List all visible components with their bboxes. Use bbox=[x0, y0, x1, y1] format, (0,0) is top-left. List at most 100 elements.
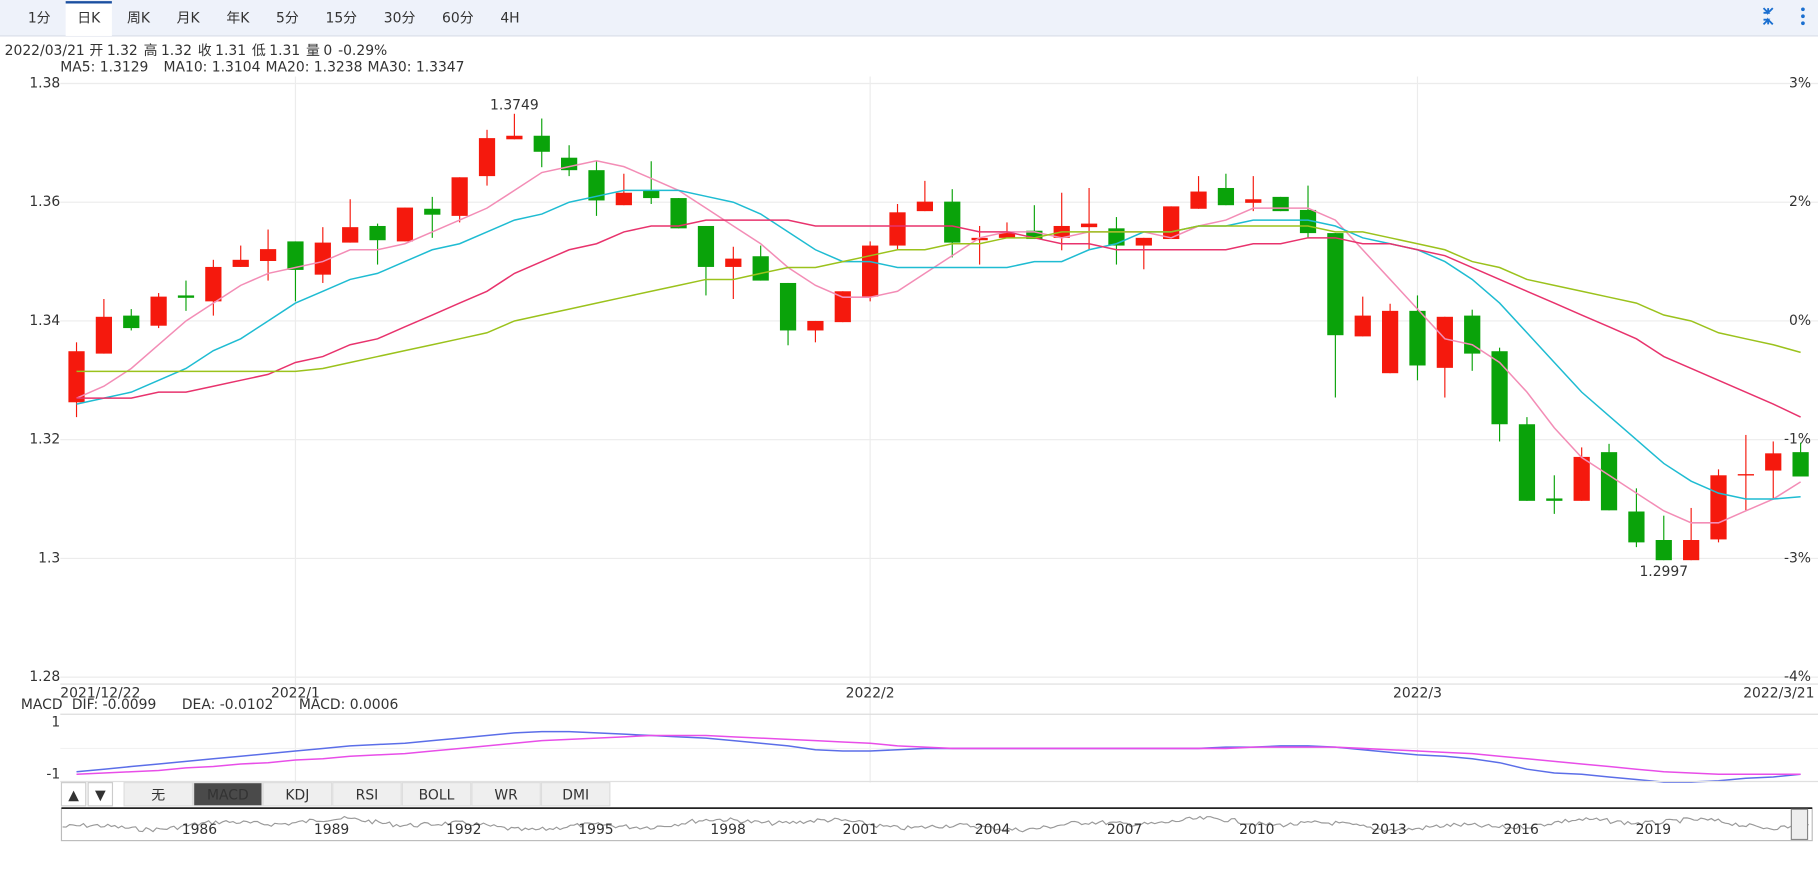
candle-body bbox=[643, 190, 660, 199]
info-text: 1.32 bbox=[161, 43, 192, 59]
indicator-tab[interactable] bbox=[262, 782, 333, 807]
candle-body bbox=[1792, 452, 1809, 477]
info-text: 1.31 bbox=[215, 43, 246, 59]
timeframe-tab-label: 日K bbox=[77, 11, 101, 27]
candle-body bbox=[369, 225, 386, 241]
candle-body bbox=[424, 208, 441, 215]
indicator-tab-label: 无 bbox=[151, 787, 165, 803]
candle-body bbox=[1327, 233, 1344, 336]
candle-body bbox=[670, 198, 687, 229]
info-text: 高 bbox=[144, 42, 158, 59]
timeframe-tab-label: 30分 bbox=[384, 11, 416, 27]
indicator-line bbox=[76, 219, 1801, 418]
navigator-year: 2016 bbox=[1503, 822, 1538, 838]
x-tick-label: 2021/12/22 bbox=[60, 685, 140, 701]
indicator-tab[interactable] bbox=[332, 782, 402, 807]
info-text: 低 bbox=[252, 43, 266, 59]
candle-body bbox=[779, 282, 797, 331]
indicator-line bbox=[76, 730, 1801, 783]
candle-body bbox=[259, 249, 277, 261]
indicator-tab-label: RSI bbox=[356, 787, 379, 803]
right-tick-label: 2% bbox=[1789, 194, 1811, 210]
candle-body bbox=[1190, 191, 1207, 209]
timeframe-tab-label: 5分 bbox=[276, 11, 299, 27]
candle-body bbox=[697, 225, 715, 267]
info-text: 2022/03/21 bbox=[5, 43, 85, 59]
candle-body bbox=[314, 242, 331, 275]
arrow-button[interactable] bbox=[60, 782, 87, 807]
candle-body bbox=[1710, 475, 1727, 540]
panel-title: MACD bbox=[21, 697, 63, 713]
candle-body bbox=[1628, 511, 1645, 543]
y-tick-label: -1 bbox=[46, 766, 60, 782]
right-tick-label: -3% bbox=[1784, 550, 1811, 566]
candle-body bbox=[1600, 452, 1618, 511]
indicator-tab[interactable] bbox=[401, 782, 472, 807]
indicator-tab[interactable] bbox=[540, 782, 611, 807]
candle-body bbox=[862, 245, 879, 297]
y-tick-label: 1 bbox=[51, 715, 60, 731]
right-tick-label: -4% bbox=[1784, 669, 1811, 685]
candle-body bbox=[1245, 199, 1262, 203]
legend-entry: DIF: -0.0099 bbox=[72, 697, 157, 713]
indicator-tab[interactable] bbox=[123, 782, 194, 807]
candle-body bbox=[123, 315, 140, 329]
legend-entry: MA10: 1.3104 bbox=[163, 59, 260, 75]
navigator-year: 2001 bbox=[843, 822, 878, 838]
dot bbox=[1801, 21, 1805, 26]
y-tick-label: 1.38 bbox=[29, 76, 60, 92]
candle-body bbox=[1546, 498, 1563, 501]
info-text: 收 bbox=[198, 43, 212, 59]
x-tick-label: 2022/2 bbox=[846, 685, 895, 701]
navigator-handle[interactable] bbox=[1790, 808, 1809, 841]
x-tick-label: 2022/3 bbox=[1393, 685, 1442, 701]
candle-body bbox=[1655, 540, 1672, 561]
legend-entry: MA20: 1.3238 bbox=[266, 59, 363, 75]
candle-body bbox=[1573, 456, 1590, 501]
candle-body bbox=[752, 256, 769, 281]
navigator-year: 1998 bbox=[710, 822, 745, 838]
legend-entry: MA5: 1.3129 bbox=[60, 59, 148, 75]
candle-body bbox=[1272, 196, 1289, 212]
dot bbox=[1801, 7, 1805, 12]
candle-body bbox=[1409, 310, 1426, 366]
y-tick-label: 1.34 bbox=[29, 313, 60, 329]
candle-body bbox=[396, 207, 414, 242]
candle-body bbox=[1518, 424, 1536, 501]
timeframe-tab-label: 1分 bbox=[28, 11, 51, 27]
navigator-year: 2010 bbox=[1239, 822, 1274, 838]
y-tick-label: 1.36 bbox=[29, 194, 60, 210]
arrow-button[interactable] bbox=[87, 782, 114, 807]
navigator-year: 2004 bbox=[975, 822, 1011, 838]
indicator-tab-label: MACD bbox=[207, 787, 249, 803]
candle-body bbox=[342, 227, 359, 243]
timeframe-tab-label: 4H bbox=[500, 11, 519, 27]
timeframe-tab-selected[interactable] bbox=[65, 1, 112, 36]
candle-body bbox=[1381, 310, 1399, 374]
icon-shape bbox=[1762, 7, 1774, 26]
indicator-tab-label: DMI bbox=[562, 787, 589, 803]
candle-body bbox=[889, 212, 906, 246]
candle-body bbox=[451, 177, 468, 216]
info-text: 量 bbox=[306, 43, 320, 59]
indicator-tab-label: BOLL bbox=[419, 787, 455, 803]
candle-body bbox=[478, 138, 496, 177]
candle-body bbox=[150, 296, 167, 326]
candle-body bbox=[588, 170, 605, 201]
menu-icon[interactable] bbox=[1801, 7, 1805, 26]
indicator-tab[interactable] bbox=[471, 782, 541, 807]
max-annotation: 1.3749 bbox=[490, 98, 539, 114]
candle-body bbox=[1436, 316, 1453, 368]
navigator bbox=[60, 807, 1813, 842]
indicator-tab[interactable] bbox=[193, 782, 263, 807]
collapse-icon[interactable] bbox=[1762, 7, 1774, 26]
navigator-year: 1992 bbox=[446, 822, 481, 838]
indicator-line bbox=[76, 189, 1801, 500]
candle-body bbox=[1737, 474, 1754, 476]
info-text: 开 bbox=[89, 43, 103, 59]
timeframe-tab-label: 60分 bbox=[442, 11, 474, 27]
candle-body bbox=[1765, 453, 1782, 471]
legend-entry: DEA: -0.0102 bbox=[182, 697, 274, 713]
